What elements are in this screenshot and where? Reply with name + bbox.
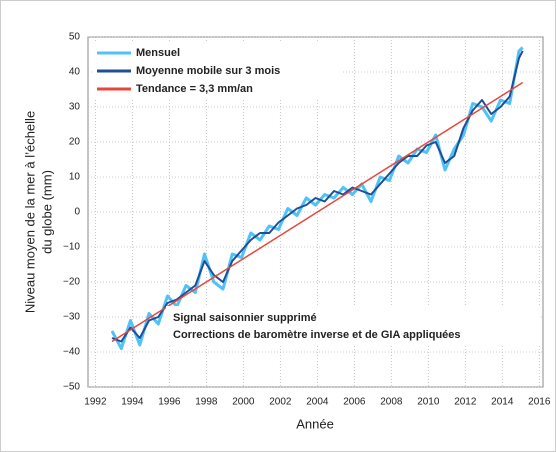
series-line [111, 81, 524, 343]
legend-label: Tendance = 3,3 mm/an [136, 83, 253, 95]
legend-label: Moyenne mobile sur 3 mois [136, 65, 280, 77]
x-tick-label: 2000 [232, 397, 255, 408]
x-tick-label: 2010 [417, 397, 440, 408]
x-tick-label: 2012 [454, 397, 477, 408]
y-tick-label: 50 [69, 32, 81, 43]
y-tick-label: 20 [69, 137, 81, 148]
legend-label: Mensuel [136, 47, 180, 59]
x-tick-label: 1998 [195, 397, 218, 408]
x-tick-label: 1992 [84, 397, 107, 408]
x-tick-label: 2008 [380, 397, 403, 408]
x-tick-label: 2004 [306, 397, 329, 408]
x-tick-label: 2014 [491, 397, 514, 408]
x-tick-label: 2002 [269, 397, 292, 408]
annotation: Corrections de baromètre inverse et de G… [173, 329, 461, 341]
legend-box [92, 41, 342, 99]
y-tick-label: 30 [69, 102, 81, 113]
y-tick-label: −10 [63, 242, 80, 253]
annotation: Signal saisonnier supprimé [173, 312, 317, 324]
x-tick-label: 2016 [528, 397, 551, 408]
y-tick-label: 10 [69, 172, 81, 183]
y-axis-label: du globe (mm) [39, 170, 54, 254]
x-tick-label: 1994 [121, 397, 144, 408]
y-tick-label: −40 [63, 347, 80, 358]
x-axis-label: Année [296, 416, 334, 431]
y-tick-label: −50 [63, 382, 80, 393]
y-tick-label: 0 [74, 207, 80, 218]
y-tick-label: 40 [69, 67, 81, 78]
annotation-box [166, 306, 540, 346]
x-tick-label: 1996 [158, 397, 181, 408]
y-tick-label: −30 [63, 312, 80, 323]
series-line [111, 50, 524, 343]
y-axis-label: Niveau moyen de la mer à l’échelle [22, 111, 37, 313]
x-tick-label: 2006 [343, 397, 366, 408]
y-tick-label: −20 [63, 277, 80, 288]
